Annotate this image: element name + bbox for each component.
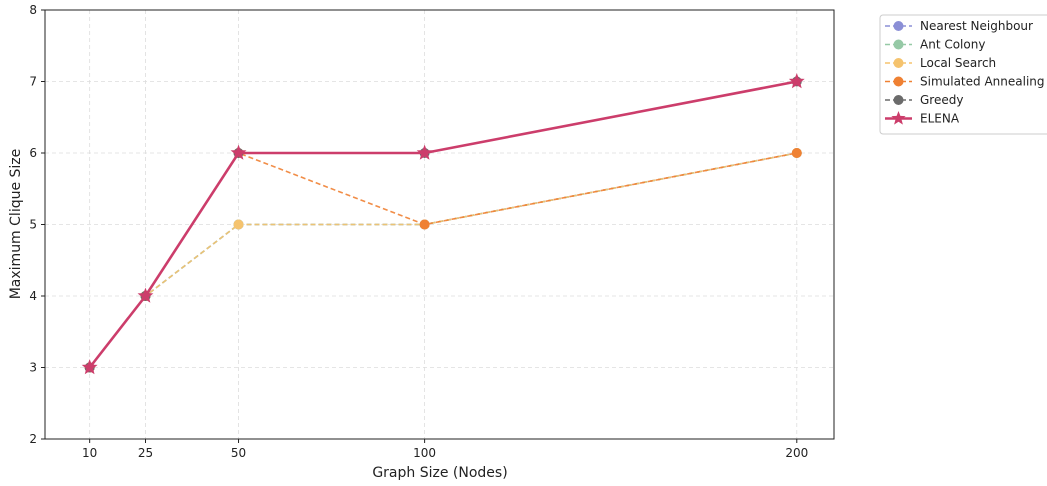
series-layer [81, 73, 805, 375]
y-tick-label: 2 [29, 432, 37, 446]
legend-marker [893, 76, 904, 87]
y-tick-label: 7 [29, 75, 37, 89]
legend-marker [893, 58, 904, 68]
x-axis-title: Graph Size (Nodes) [372, 465, 507, 481]
x-tick-label: 10 [82, 446, 97, 460]
series-simulated-annealing [84, 148, 802, 373]
legend-label: Simulated Annealing [920, 75, 1045, 89]
legend-label: ELENA [920, 112, 960, 126]
legend-marker [893, 95, 904, 105]
series-ant-colony [84, 148, 802, 373]
series-line-local-search [89, 152, 797, 368]
series-nearest-neighbour [84, 148, 802, 373]
y-tick-label: 6 [29, 146, 37, 160]
axes: 10 25 50 100 200 2 3 4 5 6 7 8 [29, 3, 808, 460]
x-tick-label: 25 [138, 446, 153, 460]
series-elena [81, 73, 805, 375]
legend-item-greedy: Greedy [885, 93, 963, 107]
series-line-nearest-neighbour [89, 152, 797, 368]
legend-item-simulated-annealing: Simulated Annealing [885, 75, 1045, 89]
data-point-elena [416, 144, 433, 160]
legend-item-nearest-neighbour: Nearest Neighbour [885, 19, 1033, 33]
x-tick-label: 50 [231, 446, 246, 460]
x-tick-label: 200 [785, 446, 808, 460]
y-axis-title: Maximum Clique Size [8, 149, 24, 300]
data-point-elena [81, 359, 98, 375]
data-point-elena [788, 73, 805, 89]
y-tick-label: 4 [29, 289, 37, 303]
legend-label: Local Search [920, 56, 996, 70]
data-point-elena [230, 144, 247, 160]
series-local-search [84, 148, 802, 373]
series-line-simulated-annealing [89, 152, 797, 368]
legend-label: Greedy [920, 93, 963, 107]
legend-marker [893, 21, 904, 31]
data-point-simulated-annealing [791, 148, 802, 158]
y-tick-label: 5 [29, 218, 37, 232]
legend-item-local-search: Local Search [885, 56, 996, 70]
series-line-ant-colony [89, 152, 797, 368]
legend-box [879, 14, 1047, 135]
x-tick-label: 100 [413, 446, 436, 460]
legend-marker [891, 111, 906, 125]
y-tick-label: 8 [29, 3, 37, 17]
data-point-simulated-annealing [419, 219, 430, 230]
data-point-elena [137, 287, 154, 303]
legend-marker [893, 39, 904, 50]
grid [45, 9, 834, 440]
legend-label: Nearest Neighbour [920, 19, 1033, 33]
legend-item-elena: ELENA [885, 111, 960, 126]
legend-item-ant-colony: Ant Colony [885, 38, 985, 52]
data-point-local-search [233, 219, 244, 230]
legend-label: Ant Colony [920, 38, 985, 52]
legend: Nearest Neighbour Ant Colony Local Search S… [879, 14, 1047, 135]
y-tick-label: 3 [29, 361, 37, 375]
